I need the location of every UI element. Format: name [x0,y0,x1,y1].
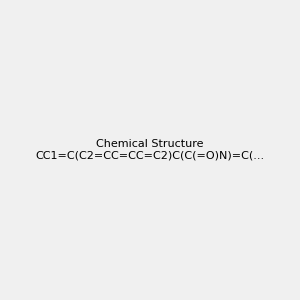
Text: Chemical Structure
CC1=C(C2=CC=CC=C2)C(C(=O)N)=C(...: Chemical Structure CC1=C(C2=CC=CC=C2)C(C… [35,139,265,161]
